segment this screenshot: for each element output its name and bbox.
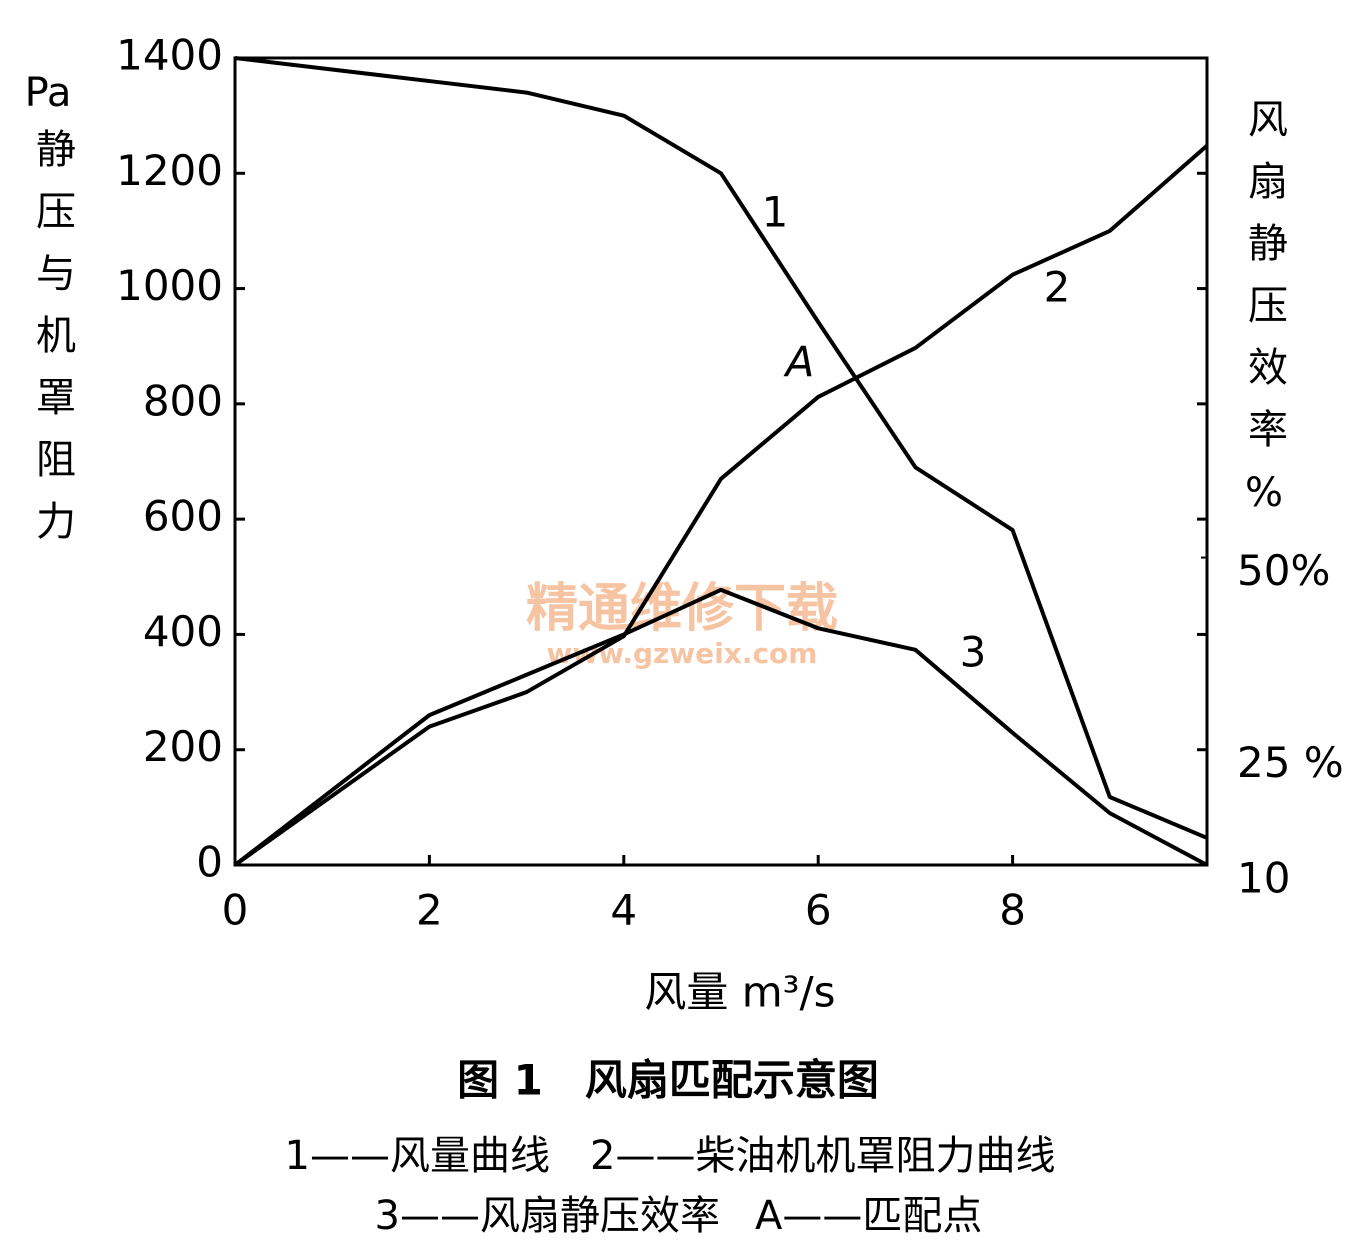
series-label: 1: [762, 188, 789, 237]
y-tick-label: 800: [143, 376, 223, 425]
y-tick-label: 1000: [116, 261, 223, 310]
y2-tick-label: 50%: [1237, 546, 1330, 595]
y-tick-label: 200: [143, 722, 223, 771]
x-tick-label: 4: [610, 886, 637, 935]
series-label: 3: [960, 628, 987, 677]
caption: A——匹配点: [755, 1193, 982, 1239]
x-axis-label: 风量 m³/s: [644, 968, 835, 1017]
y2-axis-label: 风扇静压效率%: [1241, 98, 1287, 538]
series-label: 2: [1044, 263, 1071, 312]
y-tick-label: 600: [143, 492, 223, 541]
y-tick-label: 1200: [116, 146, 223, 195]
caption: 1——风量曲线 2——柴油机机罩阻力曲线: [285, 1133, 1056, 1179]
chart-title: 图 1 风扇匹配示意图: [457, 1056, 879, 1105]
x-tick-label: 2: [416, 886, 443, 935]
y2-tick-label: 10: [1237, 854, 1290, 903]
watermark: www.gzweix.com: [547, 637, 818, 670]
annotation: A: [783, 338, 815, 387]
y-tick-label: 0: [196, 838, 223, 887]
x-tick-label: 6: [805, 886, 832, 935]
y2-tick-label: 25 %: [1237, 738, 1344, 787]
caption: 3——风扇静压效率: [375, 1193, 720, 1239]
y-axis-label: 静压与机罩阻力: [29, 128, 75, 562]
x-tick-label: 0: [222, 886, 249, 935]
y-axis-unit: Pa: [25, 70, 72, 116]
y-tick-label: 400: [143, 607, 223, 656]
series-line: [234, 56, 1208, 840]
x-tick-label: 8: [999, 886, 1026, 935]
series-line: [233, 587, 1208, 867]
series-line: [233, 144, 1209, 867]
plot-frame: [233, 56, 1209, 867]
y-tick-label: 1400: [116, 31, 223, 80]
